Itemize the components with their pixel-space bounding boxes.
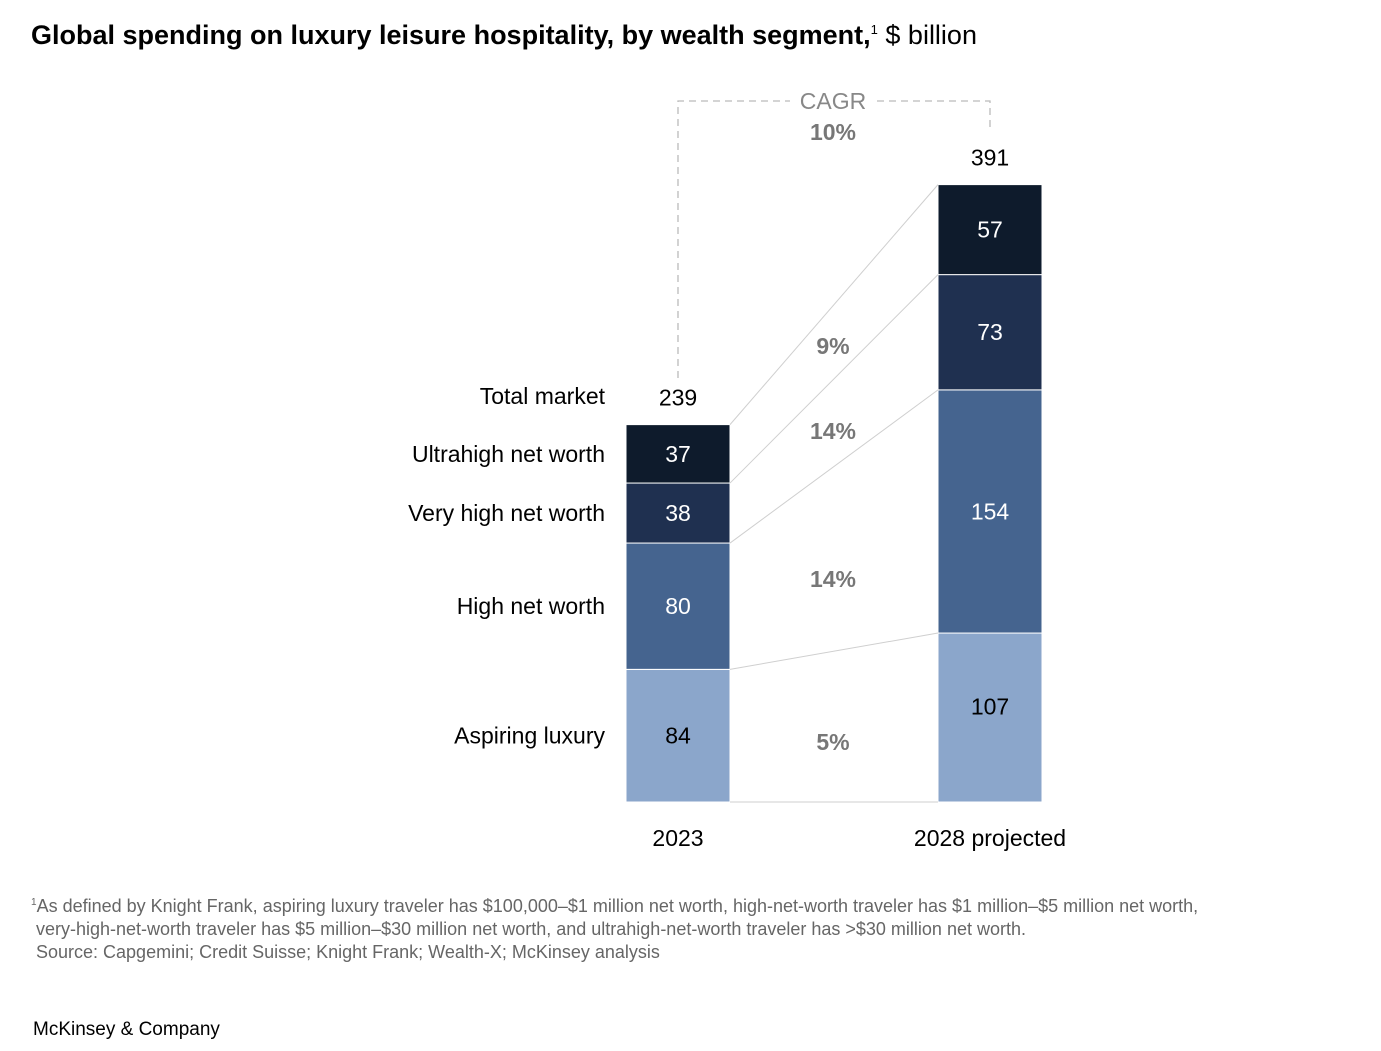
segment-cagr-label: 5% [816,729,849,755]
footnote-mark: 1 [31,897,37,908]
series-label: Ultrahigh net worth [412,441,605,467]
bar-segment-1-0 [937,632,1043,803]
cagr-title: CAGR [800,88,866,114]
category-label: 2028 projected [914,825,1066,851]
segment-value-label: 73 [977,319,1003,345]
total-value-label: 391 [971,145,1009,171]
total-value-label: 239 [659,385,697,411]
bar-segment-0-3 [625,424,731,484]
footnote-1: As defined by Knight Frank, aspiring lux… [36,896,1199,916]
segment-value-label: 107 [971,694,1009,720]
footnotes: 1As defined by Knight Frank, aspiring lu… [31,891,1198,964]
segment-value-label: 154 [971,498,1010,524]
segment-value-label: 84 [665,723,691,749]
footnote-2: very-high-net-worth traveler has $5 mill… [36,919,1026,939]
segment-value-label: 38 [665,500,691,526]
source-note: Source: Capgemini; Credit Suisse; Knight… [36,942,660,962]
bar-segment-1-1 [937,389,1043,634]
title-main: Global spending on luxury leisure hospit… [31,20,871,50]
cagr-bracket [677,100,991,378]
cagr-total-value: 10% [810,119,856,145]
connector-line [729,632,939,670]
segment-value-label: 57 [977,217,1003,243]
segment-cagr-label: 9% [816,333,849,359]
segment-value-label: 37 [665,441,691,467]
connector-line [729,274,939,484]
segment-cagr-label: 14% [810,418,856,444]
chart-title: Global spending on luxury leisure hospit… [31,20,977,51]
series-label: High net worth [457,593,605,619]
category-label: 2023 [652,825,703,851]
series-label: Very high net worth [408,500,605,526]
title-unit: $ billion [885,20,977,50]
segment-value-label: 80 [665,593,691,619]
bar-segment-0-2 [625,482,731,544]
connector-line [729,389,939,544]
brand-logo-text: McKinsey & Company [33,1019,220,1040]
title-footnote-mark: 1 [870,22,878,37]
bar-segment-1-3 [937,184,1043,276]
series-label: Aspiring luxury [454,723,605,749]
connector-line [729,184,939,425]
segment-cagr-label: 14% [810,566,856,592]
total-market-label: Total market [480,383,606,409]
